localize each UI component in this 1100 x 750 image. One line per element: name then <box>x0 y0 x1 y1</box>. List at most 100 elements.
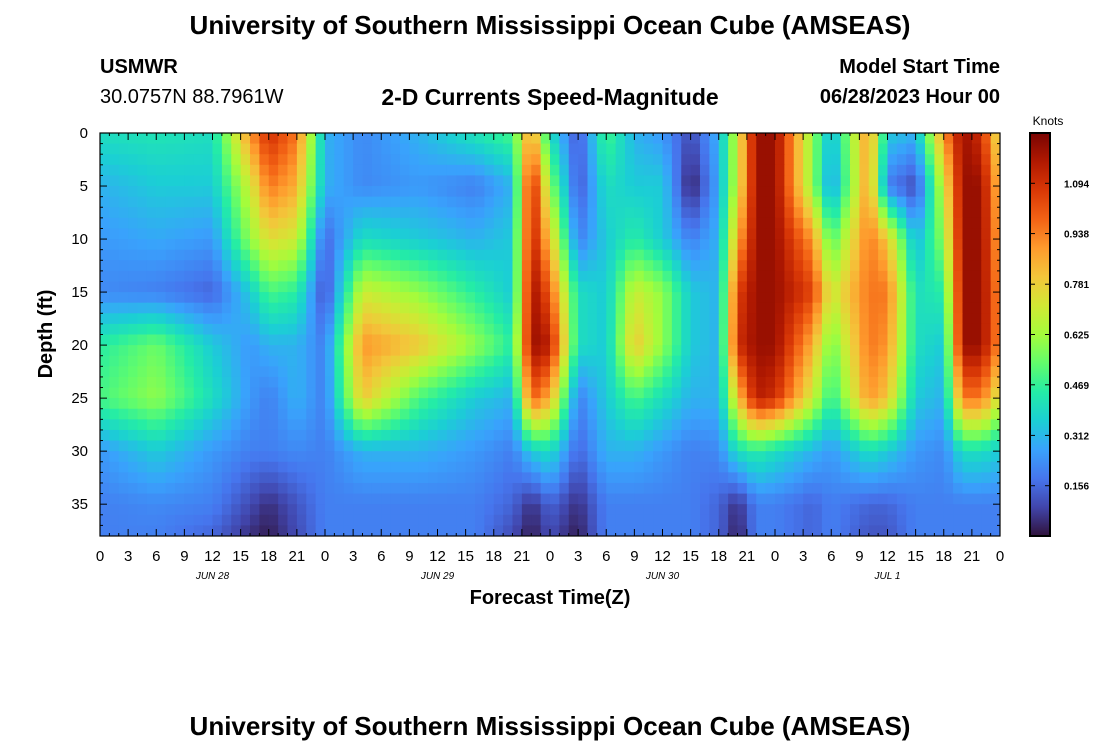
heatmap-cell <box>212 292 223 304</box>
heatmap-cell <box>812 504 823 516</box>
heatmap-cell <box>446 429 457 442</box>
heatmap-cell <box>690 514 701 526</box>
heatmap-cell <box>250 207 260 219</box>
heatmap-cell <box>953 419 964 431</box>
heatmap-cell <box>887 376 898 389</box>
heatmap-cell <box>475 398 485 410</box>
heatmap-cell <box>287 514 298 526</box>
heatmap-cell <box>428 313 439 325</box>
heatmap-cell <box>231 270 242 283</box>
heatmap-cell <box>437 493 448 505</box>
heatmap-cell <box>596 504 607 516</box>
heatmap-cell <box>615 398 626 410</box>
heatmap-cell <box>146 398 157 410</box>
heatmap-cell <box>953 270 964 283</box>
heatmap-cell <box>156 164 167 177</box>
heatmap-cell <box>700 366 710 378</box>
heatmap-cell <box>203 334 214 346</box>
heatmap-cell <box>896 451 907 463</box>
heatmap-cell <box>353 451 364 463</box>
heatmap-cell <box>887 164 898 177</box>
heatmap-cell <box>878 143 889 155</box>
heatmap-cell <box>765 154 776 166</box>
heatmap-cell <box>831 302 842 314</box>
heatmap-cell <box>728 217 739 230</box>
heatmap-cell <box>512 440 523 452</box>
heatmap-cell <box>343 292 354 304</box>
heatmap-cell <box>118 302 129 314</box>
heatmap-cell <box>531 239 542 251</box>
heatmap-cell <box>334 429 345 442</box>
heatmap-cell <box>784 334 795 346</box>
heatmap-cell <box>371 525 382 536</box>
heatmap-cell <box>175 514 185 526</box>
heatmap-cell <box>184 217 195 230</box>
heatmap-cell <box>840 196 851 208</box>
heatmap-cell <box>915 302 926 314</box>
heatmap-cell <box>803 504 814 516</box>
heatmap-cell <box>653 334 664 346</box>
heatmap-cell <box>456 249 467 261</box>
heatmap-cell <box>418 355 429 367</box>
heatmap-cell <box>268 376 279 389</box>
heatmap-cell <box>625 217 635 230</box>
heatmap-cell <box>250 387 260 399</box>
heatmap-cell <box>643 270 654 283</box>
heatmap-cell <box>971 270 982 283</box>
heatmap-cell <box>540 302 551 314</box>
heatmap-cell <box>437 228 448 240</box>
heatmap-cell <box>156 429 167 442</box>
heatmap-cell <box>756 323 767 336</box>
heatmap-cell <box>840 419 851 431</box>
heatmap-cell <box>596 196 607 208</box>
heatmap-cell <box>550 429 560 442</box>
heatmap-cell <box>287 323 298 336</box>
heatmap-cell <box>343 366 354 378</box>
heatmap-cell <box>906 355 917 367</box>
heatmap-cell <box>156 143 167 155</box>
heatmap-cell <box>718 323 729 336</box>
heatmap-cell <box>493 376 504 389</box>
heatmap-cell <box>775 154 785 166</box>
heatmap-cell <box>475 196 485 208</box>
heatmap-cell <box>400 398 410 410</box>
heatmap-cell <box>990 525 1000 536</box>
heatmap-cell <box>184 355 195 367</box>
heatmap-cell <box>475 461 485 473</box>
heatmap-cell <box>953 525 964 536</box>
heatmap-cell <box>559 175 570 187</box>
heatmap-cell <box>737 175 748 187</box>
heatmap-cell <box>700 313 710 325</box>
heatmap-cell <box>287 493 298 505</box>
heatmap-cell <box>775 281 785 293</box>
heatmap-cell <box>325 387 335 399</box>
heatmap-cell <box>484 217 495 230</box>
heatmap-cell <box>250 239 260 251</box>
heatmap-cell <box>512 398 523 410</box>
heatmap-cell <box>728 239 739 251</box>
heatmap-cell <box>231 355 242 367</box>
heatmap-cell <box>784 504 795 516</box>
heatmap-cell <box>868 313 879 325</box>
heatmap-cell <box>662 398 673 410</box>
heatmap-cell <box>643 313 654 325</box>
heatmap-cell <box>268 493 279 505</box>
heatmap-cell <box>437 133 448 145</box>
heatmap-cell <box>437 461 448 473</box>
heatmap-cell <box>596 186 607 198</box>
heatmap-cell <box>493 196 504 208</box>
heatmap-cell <box>981 260 992 272</box>
heatmap-cell <box>840 366 851 378</box>
heatmap-cell <box>353 514 364 526</box>
heatmap-cell <box>784 292 795 304</box>
heatmap-cell <box>381 429 392 442</box>
heatmap-cell <box>221 472 232 484</box>
heatmap-cell <box>812 493 823 505</box>
heatmap-cell <box>521 186 532 198</box>
heatmap-cell <box>681 323 692 336</box>
heatmap-cell <box>512 514 523 526</box>
heatmap-cell <box>540 143 551 155</box>
heatmap-cell <box>784 323 795 336</box>
heatmap-cell <box>803 143 814 155</box>
